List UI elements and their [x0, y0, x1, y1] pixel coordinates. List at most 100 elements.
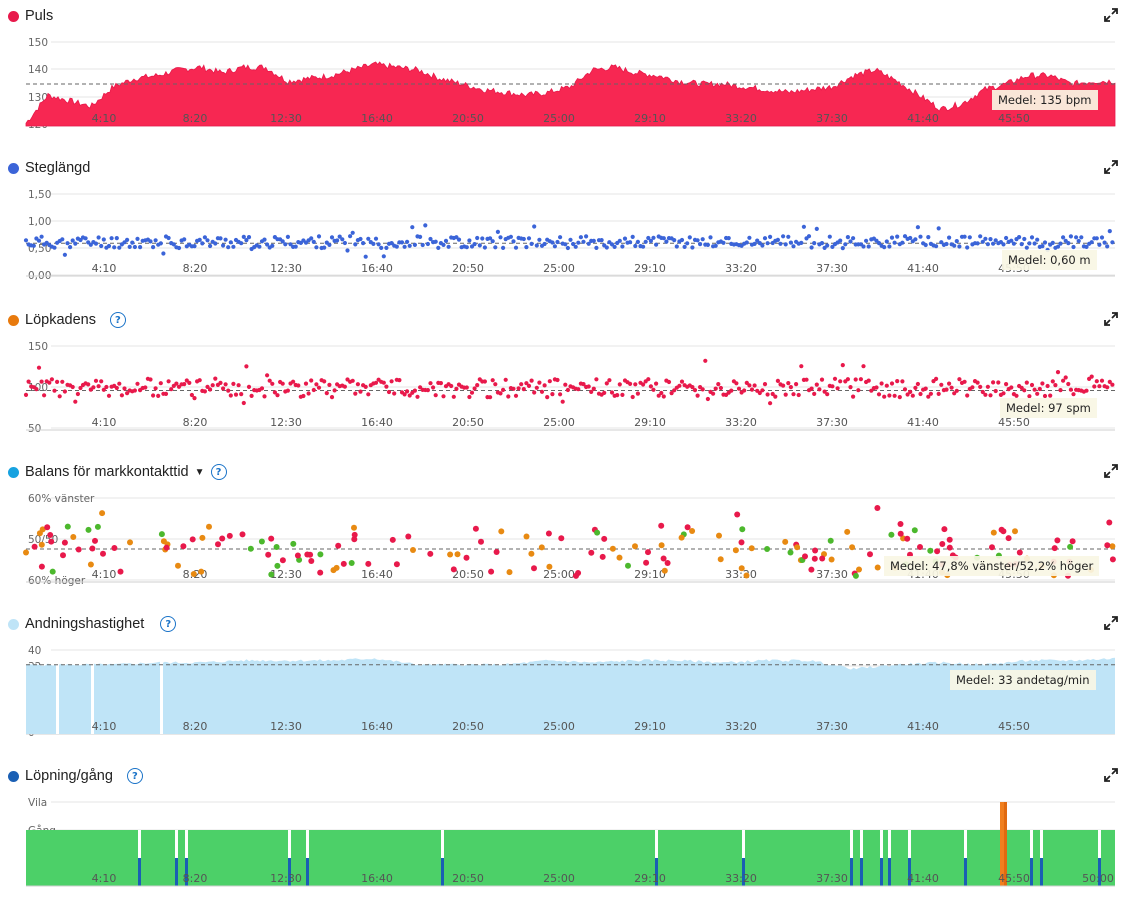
help-icon[interactable]: ?	[109, 312, 126, 328]
data-point	[918, 391, 923, 397]
data-point	[1055, 244, 1061, 249]
data-point	[705, 242, 711, 247]
data-point	[511, 386, 516, 391]
data-point	[939, 541, 946, 547]
x-tick-label: 8:20	[183, 112, 208, 125]
data-point	[991, 241, 996, 246]
data-point	[576, 387, 581, 392]
data-point	[1045, 383, 1050, 389]
data-point	[599, 553, 606, 560]
expand-icon[interactable]	[1104, 312, 1118, 326]
data-point	[781, 234, 786, 239]
data-point	[280, 239, 285, 244]
help-icon[interactable]: ?	[160, 616, 177, 632]
data-point	[957, 377, 962, 382]
walk-marker	[1098, 858, 1101, 886]
data-point	[23, 549, 29, 556]
data-point	[288, 242, 293, 247]
walk-marker	[908, 858, 911, 886]
data-point	[249, 393, 254, 398]
data-point	[576, 240, 581, 245]
data-point	[550, 240, 555, 245]
data-point	[239, 241, 244, 246]
x-tick-label: 12:30	[270, 262, 302, 275]
data-point	[311, 387, 316, 393]
data-point	[322, 379, 327, 384]
data-point	[226, 388, 231, 393]
gap-marker	[160, 662, 163, 734]
data-point	[267, 378, 272, 383]
expand-icon[interactable]	[1104, 616, 1118, 630]
data-point	[386, 389, 392, 395]
data-point	[1102, 240, 1107, 245]
data-point	[874, 564, 881, 571]
data-point	[648, 384, 654, 389]
data-point	[317, 551, 324, 558]
data-point	[661, 567, 668, 574]
data-point	[384, 384, 389, 389]
data-point	[132, 388, 137, 393]
x-tick-label: 12:30	[270, 112, 302, 125]
data-point	[169, 387, 174, 392]
data-point	[301, 393, 306, 399]
data-point	[49, 568, 56, 575]
data-point	[340, 560, 347, 567]
data-point	[294, 552, 301, 559]
data-point	[91, 385, 96, 390]
data-point	[381, 380, 386, 385]
data-point	[482, 379, 487, 384]
data-point	[36, 365, 42, 370]
data-point	[93, 378, 99, 383]
data-point	[908, 389, 913, 394]
data-point	[876, 241, 882, 246]
data-point	[739, 526, 746, 533]
data-point	[915, 225, 921, 230]
data-point	[889, 381, 895, 386]
data-point	[265, 551, 272, 558]
respiration-rate-chart[interactable]: 40322416804:108:2012:3016:4020:5025:0029…	[0, 608, 1132, 758]
expand-icon[interactable]	[1104, 160, 1118, 174]
cadence-chart[interactable]: 150100504:108:2012:3016:4020:5025:0029:1…	[0, 304, 1132, 454]
expand-icon[interactable]	[1104, 768, 1118, 782]
data-point	[941, 526, 948, 533]
data-point	[782, 538, 789, 545]
data-point	[565, 387, 571, 393]
data-point	[490, 378, 495, 383]
data-point	[109, 236, 114, 241]
data-point	[983, 236, 988, 241]
data-point	[1089, 240, 1094, 245]
data-point	[180, 543, 187, 550]
heart-rate-chart[interactable]: 1501401301204:108:2012:3016:4020:5025:00…	[0, 0, 1132, 150]
caret-down-icon[interactable]: ▼	[194, 466, 205, 478]
data-point	[654, 242, 659, 247]
data-point	[586, 384, 591, 389]
data-point	[1058, 241, 1063, 246]
data-point	[884, 383, 889, 388]
expand-icon[interactable]	[1104, 8, 1118, 22]
data-point	[659, 390, 664, 396]
data-point	[799, 240, 804, 245]
data-point	[538, 544, 545, 551]
data-point	[389, 379, 394, 384]
data-point	[700, 237, 705, 242]
data-point	[428, 236, 433, 242]
panel-header: Steglängd	[8, 157, 90, 179]
data-point	[588, 549, 595, 556]
help-icon[interactable]: ?	[126, 768, 143, 784]
data-point	[143, 385, 148, 390]
help-icon[interactable]: ?	[210, 464, 227, 480]
panel-header: Löpning/gång ?	[8, 765, 143, 787]
data-point	[279, 557, 286, 564]
data-point	[666, 379, 672, 385]
data-point	[493, 382, 498, 387]
expand-icon[interactable]	[1104, 464, 1118, 478]
x-tick-label: 16:40	[361, 568, 393, 581]
stride-length-chart[interactable]: 1,501,000,500,004:10 8:20 12:30 16:40 20:50 2…	[0, 152, 1132, 302]
data-point	[617, 382, 622, 387]
data-point	[501, 387, 506, 392]
run-walk-chart[interactable]: VilaGångLöpning4:108:2012:3016:4020:5025…	[0, 760, 1132, 899]
data-point	[407, 393, 412, 398]
data-point	[495, 229, 500, 234]
x-tick-label: 12:30	[270, 720, 302, 733]
